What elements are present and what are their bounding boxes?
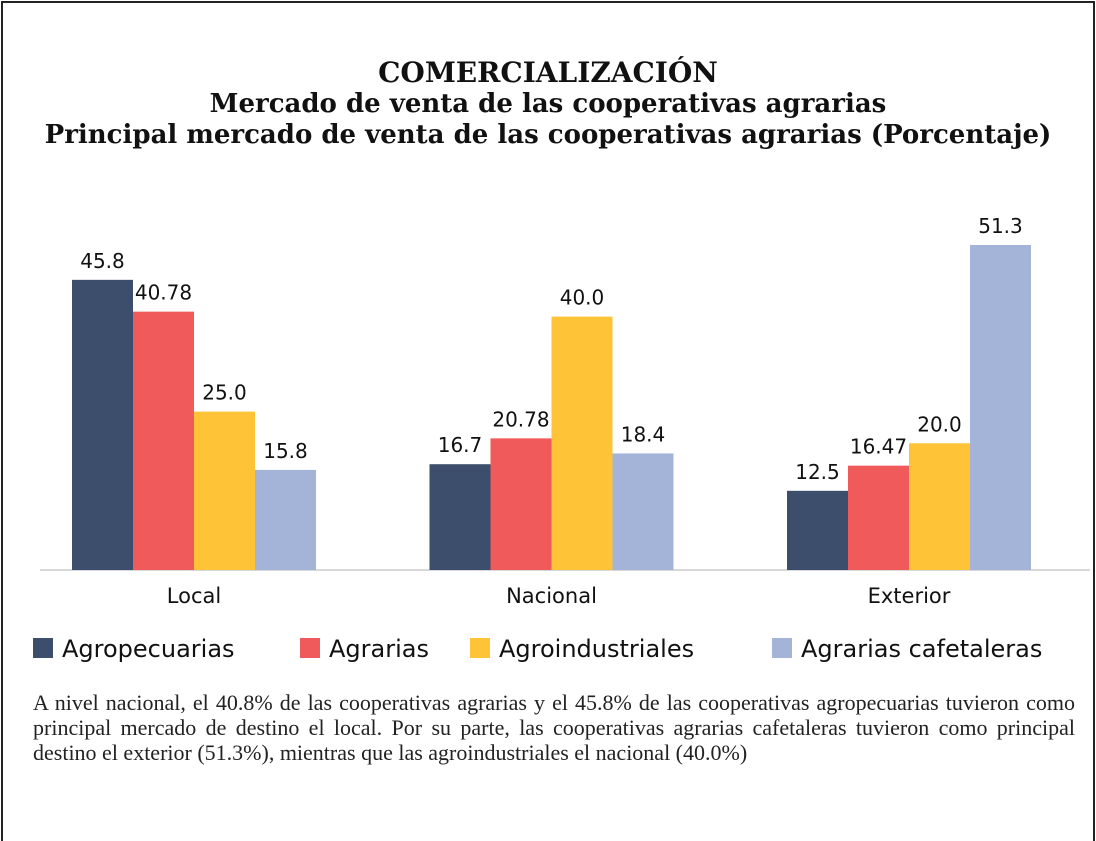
bar: [255, 469, 316, 570]
data-label: 16.47: [850, 435, 907, 459]
data-label: 16.7: [438, 433, 483, 457]
data-label: 40.0: [560, 286, 605, 310]
data-label: 51.3: [978, 214, 1023, 238]
x-tick-label: Exterior: [868, 584, 951, 608]
data-label: 15.8: [263, 439, 308, 463]
bar: [787, 490, 848, 570]
bar: [551, 316, 613, 570]
data-label: 20.78: [492, 407, 549, 431]
data-label: 12.5: [795, 460, 840, 484]
chart-subtitle: Principal mercado de venta de las cooper…: [45, 120, 1052, 150]
bar: [194, 411, 255, 570]
data-label: 40.78: [135, 281, 192, 305]
bar: [970, 245, 1031, 570]
data-label: 18.4: [621, 422, 666, 446]
note: A nivel nacional, el 40.8% de las cooper…: [33, 690, 1075, 765]
bar: [848, 465, 909, 570]
x-tick-label: Local: [167, 584, 221, 608]
bar: [490, 438, 552, 570]
bar: [612, 453, 674, 570]
bar: [72, 279, 133, 570]
chart-title: COMERCIALIZACIÓN: [378, 55, 718, 89]
legend-swatch: [470, 638, 490, 658]
legend-label: Agropecuarias: [62, 635, 235, 663]
legend-label: Agrarias cafetaleras: [801, 635, 1042, 663]
chart-subtitle: Mercado de venta de las cooperativas agr…: [210, 89, 887, 119]
legend-label: Agrarias: [329, 635, 429, 663]
bar: [429, 464, 491, 570]
bar: [133, 311, 194, 570]
legend-swatch: [33, 638, 53, 658]
data-label: 25.0: [202, 381, 247, 405]
legend-swatch: [772, 638, 792, 658]
legend-label: Agroindustriales: [499, 635, 694, 663]
bar: [909, 443, 970, 570]
data-label: 20.0: [917, 412, 962, 436]
x-tick-label: Nacional: [506, 584, 597, 608]
data-label: 45.8: [80, 249, 125, 273]
legend-swatch: [300, 638, 320, 658]
